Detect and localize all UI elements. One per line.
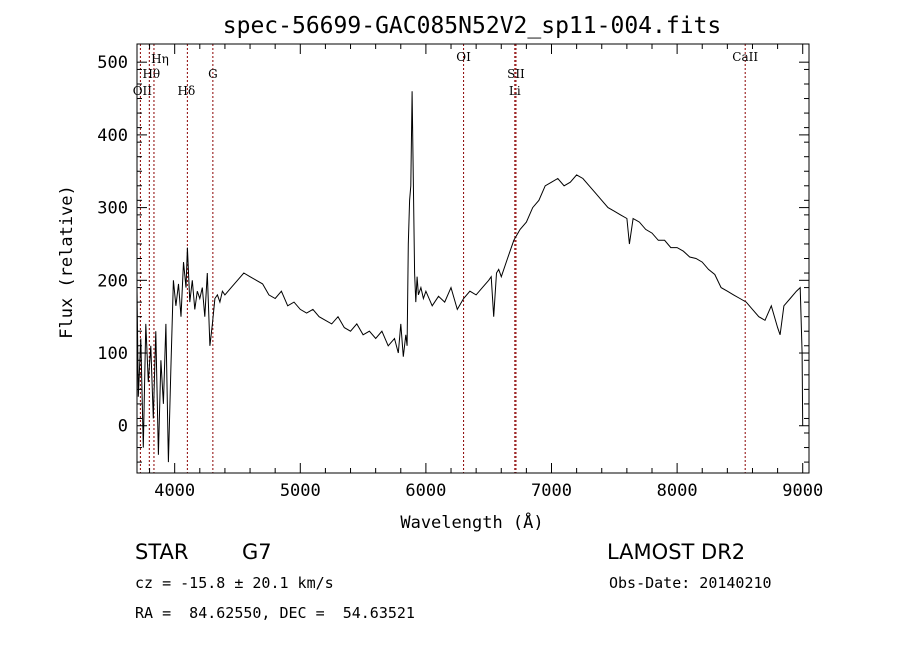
marker-label: Hη — [151, 52, 169, 66]
x-tick-label: 4000 — [154, 481, 195, 501]
spectrum-line — [136, 91, 804, 463]
marker-label: OII — [133, 84, 153, 98]
x-tick-label: 7000 — [531, 481, 572, 501]
plot-frame — [136, 43, 810, 474]
marker-label: OI — [456, 50, 471, 64]
marker-label: Li — [509, 84, 521, 98]
x-tick-label: 5000 — [280, 481, 321, 501]
y-tick-label: 0 — [118, 417, 128, 437]
x-tick-label: 9000 — [782, 481, 823, 501]
x-tick-label: 8000 — [657, 481, 698, 501]
chart-title: spec-56699-GAC085N52V2_sp11-004.fits — [223, 13, 722, 39]
y-tick-label: 200 — [97, 271, 128, 291]
survey-name: LAMOST DR2 — [607, 540, 746, 564]
redshift-info: cz = -15.8 ± 20.1 km/s — [135, 574, 334, 592]
marker-label: CaII — [732, 50, 758, 64]
y-tick-label: 300 — [97, 199, 128, 219]
marker-label: Hδ — [178, 84, 196, 98]
y-tick-label: 100 — [97, 344, 128, 364]
y-tick-label: 400 — [97, 126, 128, 146]
marker-label: Hθ — [142, 67, 160, 81]
axis-ticks: 4000 5000 6000 7000 8000 9000 0 100 200 300 400 500 — [97, 44, 823, 501]
object-type: STAR — [135, 540, 189, 564]
marker-label: SII — [507, 67, 525, 81]
subclass: G7 — [242, 540, 272, 564]
coordinates: RA = 84.62550, DEC = 54.63521 — [135, 604, 415, 622]
marker-label: G — [208, 67, 218, 81]
y-axis-label: Flux (relative) — [57, 185, 77, 339]
y-tick-label: 500 — [97, 53, 128, 73]
x-tick-label: 6000 — [405, 481, 446, 501]
obs-date: Obs-Date: 20140210 — [609, 574, 772, 592]
x-axis-label: Wavelength (Å) — [400, 511, 543, 533]
